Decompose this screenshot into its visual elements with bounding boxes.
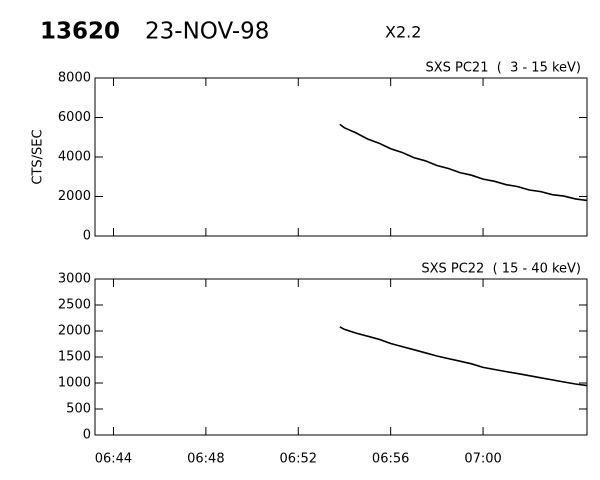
event-id: 13620: [40, 19, 120, 45]
data-line: [339, 326, 588, 387]
panel-title: SXS PC21 ( 3 - 15 keV): [425, 61, 581, 76]
x-tick-label: 06:44: [95, 452, 132, 467]
y-tick-label: 1000: [58, 376, 91, 391]
y-tick-label: 2000: [58, 189, 91, 204]
plot-frame: [94, 278, 588, 436]
y-tick-label: 2000: [58, 324, 91, 339]
y-tick-label: 0: [83, 428, 91, 443]
x-tick-label: 07:00: [464, 452, 501, 467]
flare-class: X2.2: [385, 23, 421, 42]
event-date: 23-NOV-98: [145, 19, 269, 45]
plot-frame: [94, 77, 588, 237]
y-tick-label: 3000: [58, 272, 91, 287]
panel-title: SXS PC22 ( 15 - 40 keV): [421, 262, 581, 277]
x-tick-label: 06:52: [280, 452, 317, 467]
data-line: [339, 123, 588, 202]
y-tick-label: 2500: [58, 298, 91, 313]
y-tick-label: 1500: [58, 350, 91, 365]
y-axis-label: CTS/SEC: [31, 129, 46, 184]
y-tick-label: 500: [66, 402, 91, 417]
y-tick-label: 0: [83, 229, 91, 244]
x-tick-label: 06:48: [187, 452, 224, 467]
y-tick-label: 4000: [58, 150, 91, 165]
x-tick-label: 06:56: [372, 452, 409, 467]
y-tick-label: 6000: [58, 110, 91, 125]
y-tick-label: 8000: [58, 71, 91, 86]
